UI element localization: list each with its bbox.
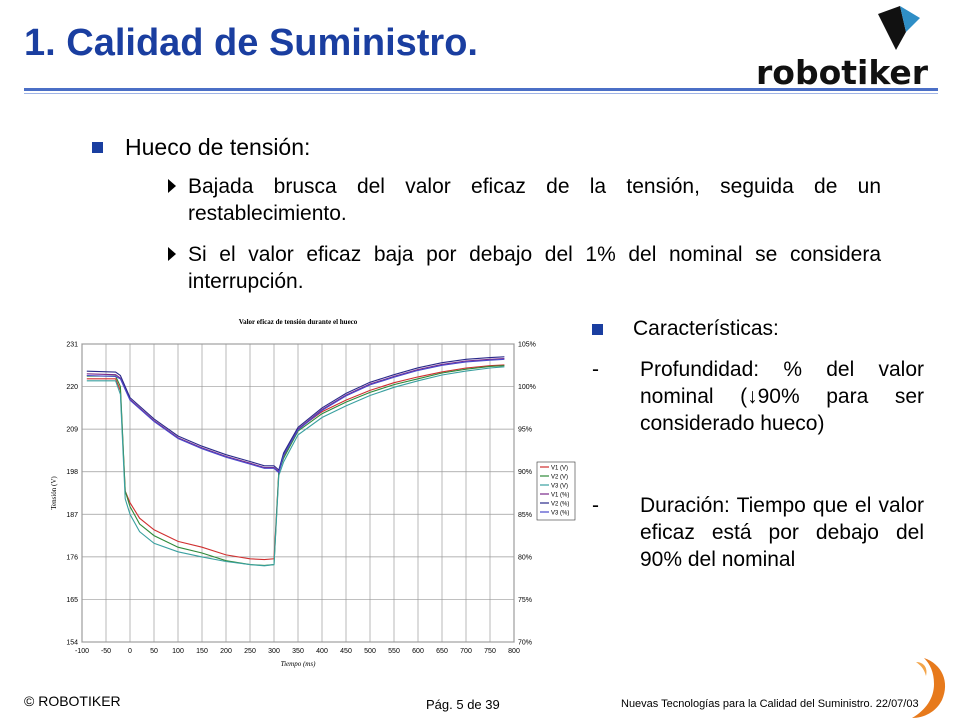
- legend-label: V2 (%): [551, 502, 569, 508]
- legend-label: V2 (V): [551, 475, 568, 481]
- square-bullet-icon: [92, 142, 103, 153]
- sub-bullet-1: Bajada brusca del valor eficaz de la ten…: [168, 173, 881, 227]
- y-tick-label: 209: [66, 427, 78, 434]
- legend-box: [536, 461, 576, 521]
- bullet-heading: Características:: [633, 317, 779, 340]
- voltage-sag-chart: -100 -50 0 50 100 150 200 250 300 350 400 450 500 550…: [44, 310, 576, 672]
- chart-title: Valor eficaz de tensión durante el hueco: [239, 318, 358, 326]
- x-tick-label: 750: [484, 648, 496, 655]
- y2-tick-label: 95%: [518, 427, 532, 434]
- x-tick-label: 150: [196, 648, 208, 655]
- legend-label: V1 (V): [551, 466, 568, 472]
- series-line: [86, 356, 505, 471]
- footer-page-number: Pág. 5 de 39: [426, 697, 500, 712]
- arrow-bullet-icon: [168, 247, 176, 261]
- robotiker-logo: robotiker: [756, 6, 929, 90]
- x-axis-label: Tiempo (ms): [281, 660, 316, 668]
- bullet-caracteristicas: Características:: [592, 317, 779, 341]
- square-bullet-icon: [592, 323, 603, 335]
- x-tick-label: -50: [101, 648, 111, 655]
- legend-label: V3 (%): [551, 511, 569, 517]
- y-tick-label: 176: [66, 554, 78, 561]
- sub-bullet-2: Si el valor eficaz baja por debajo del 1…: [168, 241, 881, 295]
- y2-tick-label: 80%: [518, 554, 532, 561]
- y2-tick-label: 105%: [518, 342, 536, 349]
- x-tick-label: 550: [388, 648, 400, 655]
- slide-title: 1. Calidad de Suministro.: [24, 22, 478, 64]
- sub-bullet-text: Si el valor eficaz baja por debajo del 1…: [188, 243, 881, 293]
- x-tick-label: 450: [340, 648, 352, 655]
- sub-bullet-text: Bajada brusca del valor eficaz de la ten…: [188, 175, 881, 225]
- characteristic-depth: - Profundidad: % del valor nominal (↓90%…: [592, 356, 924, 437]
- x-tick-label: -100: [75, 648, 89, 655]
- series-line: [86, 358, 505, 474]
- logo-wordmark: robotiker: [756, 53, 929, 90]
- y-tick-label: 165: [66, 597, 78, 604]
- y-tick-label: 220: [66, 384, 78, 391]
- x-tick-label: 0: [128, 648, 132, 655]
- x-tick-label: 250: [244, 648, 256, 655]
- x-tick-label: 100: [172, 648, 184, 655]
- x-tick-label: 400: [316, 648, 328, 655]
- x-tick-label: 700: [460, 648, 472, 655]
- y-tick-label: 187: [66, 512, 78, 519]
- x-tick-label: 650: [436, 648, 448, 655]
- logo-triangle-dark: [878, 6, 906, 50]
- y-tick-label: 231: [66, 342, 78, 349]
- x-tick-label: 350: [292, 648, 304, 655]
- bullet-heading: Hueco de tensión:: [125, 134, 311, 160]
- y2-tick-label: 75%: [518, 597, 532, 604]
- x-tick-label: 500: [364, 648, 376, 655]
- bullet-hueco: Hueco de tensión:: [92, 134, 310, 161]
- y2-tick-label: 70%: [518, 640, 532, 647]
- legend-label: V1 (%): [551, 493, 569, 499]
- footer-document-title: Nuevas Tecnologías para la Calidad del S…: [621, 698, 919, 710]
- logo-triangle-blue: [900, 6, 920, 32]
- title-rule-thin: [24, 93, 938, 94]
- characteristic-text: Duración: Tiempo que el valor eficaz est…: [640, 494, 924, 571]
- x-tick-label: 300: [268, 648, 280, 655]
- y2-tick-label: 90%: [518, 469, 532, 476]
- y2-tick-label: 100%: [518, 384, 536, 391]
- legend-label: V3 (V): [551, 484, 568, 490]
- characteristic-text: Profundidad: % del valor nominal (↓90% p…: [640, 358, 924, 435]
- dash-marker: -: [592, 358, 599, 381]
- x-tick-label: 800: [508, 648, 520, 655]
- x-tick-label: 600: [412, 648, 424, 655]
- swoosh-decoration: [912, 658, 946, 718]
- series-line: [86, 366, 505, 567]
- y-tick-label: 198: [66, 469, 78, 476]
- y-tick-label: 154: [66, 640, 78, 647]
- characteristic-duration: - Duración: Tiempo que el valor eficaz e…: [592, 492, 924, 573]
- x-tick-label: 200: [220, 648, 232, 655]
- arrow-bullet-icon: [168, 179, 176, 193]
- y2-tick-label: 85%: [518, 512, 532, 519]
- y-axis-label: Tensión (V): [50, 476, 58, 510]
- x-tick-label: 50: [150, 648, 158, 655]
- title-rule: [24, 88, 938, 91]
- dash-marker: -: [592, 494, 599, 517]
- footer-copyright: © ROBOTIKER: [24, 693, 121, 709]
